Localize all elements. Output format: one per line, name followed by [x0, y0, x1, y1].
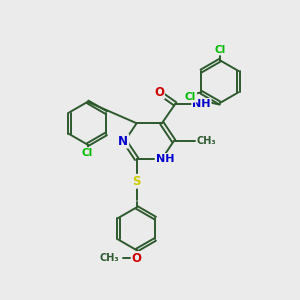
Text: N: N	[118, 135, 128, 148]
Text: NH: NH	[156, 154, 174, 164]
Text: O: O	[132, 252, 142, 265]
Text: CH₃: CH₃	[197, 136, 217, 146]
Text: S: S	[132, 175, 141, 188]
Text: CH₃: CH₃	[99, 254, 119, 263]
Text: NH: NH	[192, 99, 211, 109]
Text: O: O	[154, 85, 164, 98]
Text: Cl: Cl	[82, 148, 93, 158]
Text: Cl: Cl	[214, 44, 226, 55]
Text: Cl: Cl	[185, 92, 196, 102]
